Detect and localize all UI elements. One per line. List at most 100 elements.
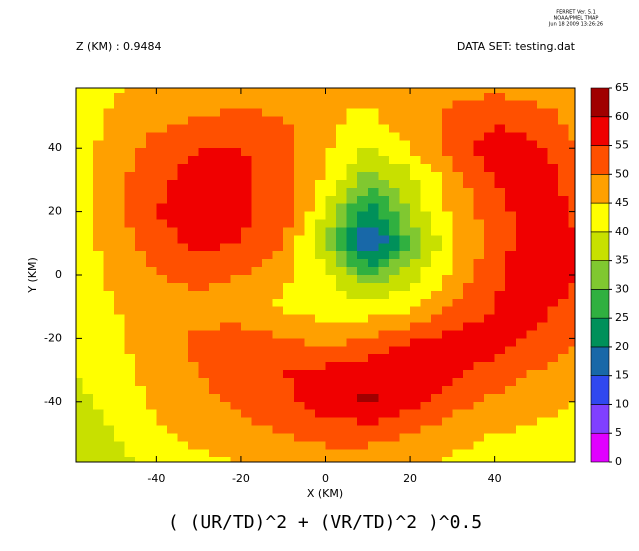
contour-cell — [272, 378, 284, 387]
contour-cell — [219, 282, 231, 292]
contour-cell — [145, 235, 157, 244]
contour-cell — [357, 211, 369, 221]
contour-cell — [135, 92, 147, 102]
contour-cell — [505, 409, 517, 419]
contour-cell — [76, 370, 83, 379]
contour-cell — [251, 346, 263, 355]
contour-cell — [230, 243, 242, 252]
contour-cell — [198, 362, 210, 371]
contour-cell — [177, 330, 189, 339]
contour-cell — [536, 393, 549, 403]
contour-cell — [526, 108, 538, 118]
contour-cell — [336, 92, 348, 102]
contour-cell — [452, 354, 464, 363]
contour-cell — [336, 227, 348, 236]
contour-cell — [558, 203, 570, 213]
contour-cell — [76, 290, 83, 300]
contour-cell — [209, 425, 221, 435]
contour-cell — [92, 156, 105, 165]
contour-cell — [505, 290, 517, 300]
contour-cell — [124, 393, 136, 403]
contour-cell — [293, 124, 305, 133]
contour-cell — [188, 449, 200, 458]
contour-cell — [536, 330, 549, 339]
contour-cell — [293, 116, 305, 126]
contour-cell — [410, 140, 422, 149]
contour-cell — [399, 441, 411, 450]
contour-cell — [156, 314, 168, 324]
contour-cell — [76, 298, 83, 308]
contour-cell — [441, 362, 453, 371]
contour-cell — [484, 219, 496, 229]
contour-cell — [420, 171, 432, 181]
contour-cell — [209, 449, 221, 458]
contour-cell — [410, 385, 422, 395]
contour-cell — [515, 354, 527, 363]
contour-cell — [240, 409, 253, 419]
contour-cell — [198, 219, 210, 229]
contour-cell — [219, 457, 231, 462]
contour-cell — [399, 322, 411, 332]
contour-cell — [473, 187, 485, 197]
contour-cell — [420, 322, 432, 332]
contour-cell — [135, 116, 147, 126]
contour-cell — [494, 187, 506, 197]
contour-cell — [568, 251, 575, 260]
contour-cell — [494, 203, 506, 213]
contour-cell — [547, 251, 559, 260]
contour-cell — [378, 346, 390, 355]
contour-cell — [325, 290, 337, 300]
contour-cell — [114, 179, 126, 189]
contour-cell — [568, 100, 575, 110]
contour-cell — [156, 322, 168, 332]
contour-cell — [251, 132, 263, 141]
contour-cell — [536, 362, 549, 371]
contour-cell — [484, 306, 496, 316]
contour-cell — [114, 235, 126, 244]
contour-cell — [568, 140, 575, 149]
contour-cell — [367, 362, 379, 371]
contour-cell — [166, 179, 179, 189]
contour-cell — [441, 275, 453, 284]
contour-cell — [166, 259, 179, 268]
contour-cell — [240, 148, 253, 157]
contour-cell — [536, 338, 549, 347]
contour-cell — [230, 156, 242, 165]
contour-cell — [209, 88, 221, 94]
contour-cell — [262, 322, 274, 332]
contour-cell — [251, 401, 263, 411]
contour-cell — [505, 322, 517, 332]
contour-cell — [515, 171, 527, 181]
contour-cell — [441, 370, 453, 379]
contour-cell — [515, 441, 527, 450]
contour-cell — [558, 179, 570, 189]
contour-cell — [124, 235, 136, 244]
contour-cell — [336, 243, 348, 252]
contour-cell — [473, 354, 485, 363]
contour-cell — [304, 425, 316, 435]
contour-cell — [219, 290, 231, 300]
contour-cell — [145, 219, 157, 229]
contour-cell — [166, 227, 179, 236]
contour-cell — [399, 378, 411, 387]
contour-cell — [378, 401, 390, 411]
contour-cell — [92, 385, 105, 395]
contour-cell — [272, 251, 284, 260]
contour-cell — [293, 290, 305, 300]
contour-cell — [156, 338, 168, 347]
contour-cell — [388, 433, 401, 442]
contour-cell — [262, 370, 274, 379]
contour-cell — [357, 148, 369, 157]
contour-cell — [114, 219, 126, 229]
contour-cell — [558, 346, 570, 355]
contour-cell — [388, 338, 401, 347]
contour-cell — [452, 92, 464, 102]
contour-cell — [177, 346, 189, 355]
contour-cell — [314, 314, 327, 324]
contour-cell — [547, 179, 559, 189]
contour-cell — [473, 393, 485, 403]
contour-cell — [462, 124, 475, 133]
contour-cell — [82, 306, 94, 316]
contour-cell — [336, 267, 348, 276]
